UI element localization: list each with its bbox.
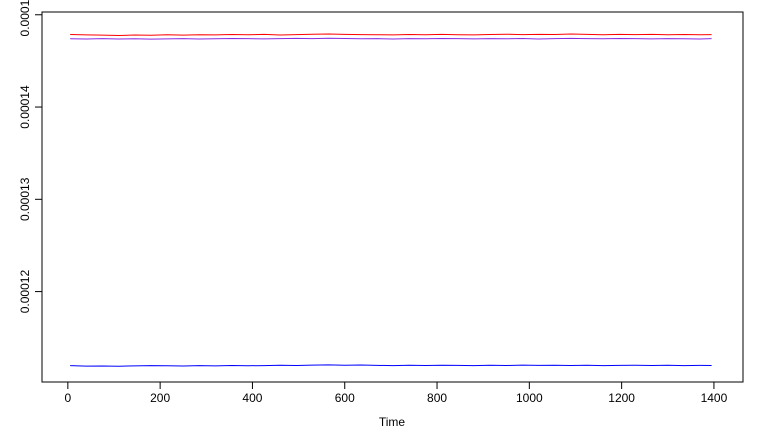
x-tick-label: 0 <box>64 391 71 405</box>
y-tick-label: 0.00012 <box>18 270 32 314</box>
x-tick-label: 1200 <box>608 391 635 405</box>
x-tick-label: 1400 <box>701 391 728 405</box>
plot-box <box>41 11 744 383</box>
y-tick-label: 0.00015 <box>18 0 32 36</box>
x-tick-label: 400 <box>242 391 262 405</box>
x-tick-label: 1000 <box>516 391 543 405</box>
x-tick-label: 800 <box>427 391 447 405</box>
x-tick-label: 600 <box>335 391 355 405</box>
series-line <box>70 37 712 40</box>
y-tick-label: 0.00013 <box>18 177 32 221</box>
y-tick-label: 0.00014 <box>18 85 32 129</box>
x-tick-label: 200 <box>150 391 170 405</box>
series-line <box>70 33 712 37</box>
x-axis-label: Time <box>379 415 406 429</box>
series-line <box>70 364 712 367</box>
